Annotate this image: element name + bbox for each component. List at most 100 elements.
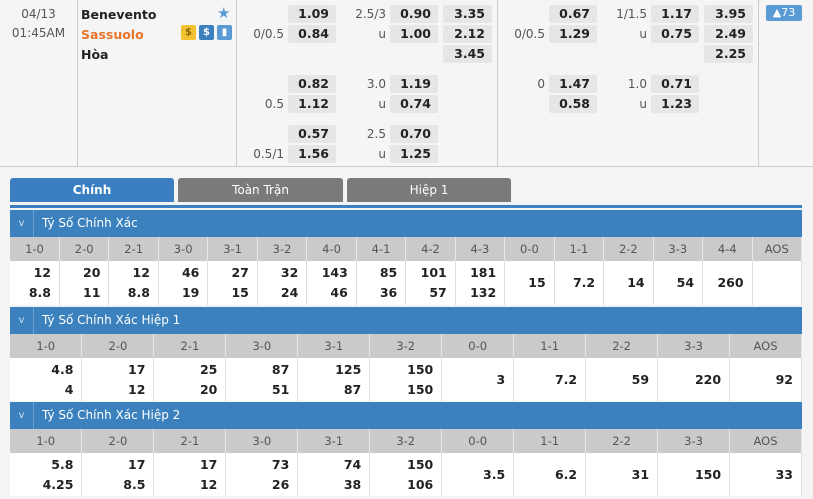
score-odds[interactable]: 7.2 [554, 371, 578, 387]
score-odds-cell[interactable]: 260 [702, 261, 753, 305]
1x2-odds[interactable]: 3.95 [704, 5, 753, 23]
handicap-odds[interactable]: 1.09 [288, 5, 336, 23]
score-odds[interactable]: 24 [280, 285, 299, 300]
total-odds[interactable]: 0.90 [390, 5, 438, 23]
score-odds[interactable]: 125 [335, 361, 362, 377]
score-odds-cell[interactable]: 150 150 [369, 358, 443, 401]
dollar-icon[interactable]: $ [199, 25, 214, 40]
handicap-odds[interactable]: 0.67 [549, 5, 597, 23]
score-odds[interactable]: 51 [271, 381, 290, 397]
score-odds[interactable]: 150 [407, 456, 434, 472]
chevron-down-icon[interactable]: v [10, 307, 34, 334]
score-odds[interactable]: 11 [83, 285, 101, 300]
section-header[interactable]: v Tý Số Chính Xác [10, 210, 802, 237]
score-odds-cell[interactable]: 101 57 [405, 261, 456, 305]
score-odds-cell[interactable]: 3.5 [441, 453, 515, 496]
score-odds-cell[interactable]: 14 [603, 261, 654, 305]
score-odds[interactable]: 15 [528, 275, 546, 290]
score-odds[interactable]: 15 [231, 285, 249, 300]
score-odds[interactable]: 33 [775, 466, 793, 482]
1x2-odds[interactable]: 3.35 [443, 5, 492, 23]
score-odds-cell[interactable]: 73 26 [225, 453, 299, 496]
section-header[interactable]: v Tý Số Chính Xác Hiệp 1 [10, 307, 802, 334]
score-odds[interactable]: 150 [407, 381, 434, 397]
score-odds-cell[interactable]: 4.8 4 [10, 358, 83, 401]
score-odds-cell[interactable]: 20 11 [59, 261, 110, 305]
score-odds[interactable]: 17 [199, 456, 218, 472]
handicap-odds[interactable]: 1.29 [549, 25, 597, 43]
score-odds[interactable]: 181 [470, 265, 497, 280]
tab-toan-tran[interactable]: Toàn Trận [178, 178, 343, 202]
score-odds-cell[interactable]: 17 8.5 [81, 453, 155, 496]
score-odds-cell[interactable]: 92 [729, 358, 802, 401]
score-odds[interactable]: 36 [379, 285, 398, 300]
score-odds-cell[interactable]: 87 51 [225, 358, 299, 401]
score-odds-cell[interactable]: 46 19 [158, 261, 209, 305]
score-odds[interactable]: 4 [64, 381, 74, 397]
score-odds-cell[interactable]: 12 8.8 [10, 261, 60, 305]
score-odds[interactable]: 31 [631, 466, 650, 482]
score-odds[interactable]: 101 [420, 265, 447, 280]
score-odds[interactable]: 4.25 [42, 476, 74, 492]
score-odds[interactable]: 20 [199, 381, 218, 397]
1x2-odds[interactable]: 2.12 [443, 25, 492, 43]
score-odds-cell[interactable]: 3 [441, 358, 515, 401]
score-odds-cell[interactable]: 12 8.8 [108, 261, 159, 305]
score-odds[interactable]: 46 [181, 265, 200, 280]
handicap-odds[interactable]: 0.57 [288, 125, 336, 143]
score-odds[interactable]: 12 [33, 265, 51, 280]
score-odds[interactable]: 59 [631, 371, 650, 387]
score-odds[interactable]: 150 [407, 361, 434, 377]
score-odds[interactable]: 143 [321, 265, 348, 280]
total-odds[interactable]: 1.00 [390, 25, 438, 43]
handicap-odds[interactable]: 1.47 [549, 75, 597, 93]
score-odds[interactable]: 3.5 [483, 466, 506, 482]
section-header[interactable]: v Tý Số Chính Xác Hiệp 2 [10, 402, 802, 429]
star-icon[interactable]: ★ [217, 4, 231, 22]
score-odds[interactable]: 150 [694, 466, 722, 482]
score-odds-cell[interactable]: 33 [729, 453, 802, 496]
score-odds-cell[interactable]: 220 [657, 358, 731, 401]
home-team[interactable]: Benevento [81, 7, 157, 22]
score-odds-cell[interactable]: 150 106 [369, 453, 443, 496]
score-odds-cell[interactable]: 15 [504, 261, 555, 305]
more-odds-badge[interactable]: ▲73 [766, 5, 802, 21]
score-odds[interactable]: 8.8 [127, 285, 150, 300]
score-odds[interactable]: 17 [128, 361, 146, 377]
score-odds-cell[interactable]: 7.2 [513, 358, 587, 401]
score-odds[interactable]: 73 [271, 456, 290, 472]
score-odds[interactable]: 74 [343, 456, 362, 472]
tab-chinh[interactable]: Chính [10, 178, 174, 202]
total-odds[interactable]: 1.19 [390, 75, 438, 93]
score-odds[interactable]: 4.8 [51, 361, 74, 377]
score-odds[interactable]: 7.2 [572, 275, 596, 290]
total-odds[interactable]: 0.71 [651, 75, 699, 93]
score-odds-cell[interactable]: 17 12 [81, 358, 155, 401]
total-odds[interactable]: 1.17 [651, 5, 699, 23]
score-odds-cell[interactable]: 5.8 4.25 [10, 453, 83, 496]
1x2-odds[interactable]: 3.45 [443, 45, 492, 63]
score-odds[interactable]: 32 [280, 265, 299, 280]
away-team[interactable]: Sassuolo [81, 27, 144, 42]
total-odds[interactable]: 0.75 [651, 25, 699, 43]
score-odds[interactable]: 5.8 [51, 456, 74, 472]
coin-icon[interactable]: $ [181, 25, 196, 40]
score-odds[interactable]: 25 [199, 361, 218, 377]
score-odds[interactable]: 8.8 [28, 285, 51, 300]
score-odds[interactable]: 87 [343, 381, 362, 397]
handicap-odds[interactable]: 1.12 [288, 95, 336, 113]
score-odds-cell[interactable]: 6.2 [513, 453, 587, 496]
score-odds[interactable]: 57 [429, 285, 447, 300]
score-odds-cell[interactable]: 25 20 [153, 358, 227, 401]
score-odds[interactable]: 260 [717, 275, 744, 290]
total-odds[interactable]: 1.23 [651, 95, 699, 113]
score-odds[interactable]: 54 [676, 275, 695, 290]
score-odds[interactable]: 87 [271, 361, 290, 377]
score-odds[interactable]: 220 [694, 371, 722, 387]
score-odds-cell[interactable]: 74 38 [297, 453, 371, 496]
total-odds[interactable]: 1.25 [390, 145, 438, 163]
handicap-odds[interactable]: 0.84 [288, 25, 336, 43]
score-odds[interactable]: 6.2 [554, 466, 578, 482]
score-odds[interactable]: 46 [330, 285, 348, 300]
score-odds[interactable]: 27 [231, 265, 249, 280]
